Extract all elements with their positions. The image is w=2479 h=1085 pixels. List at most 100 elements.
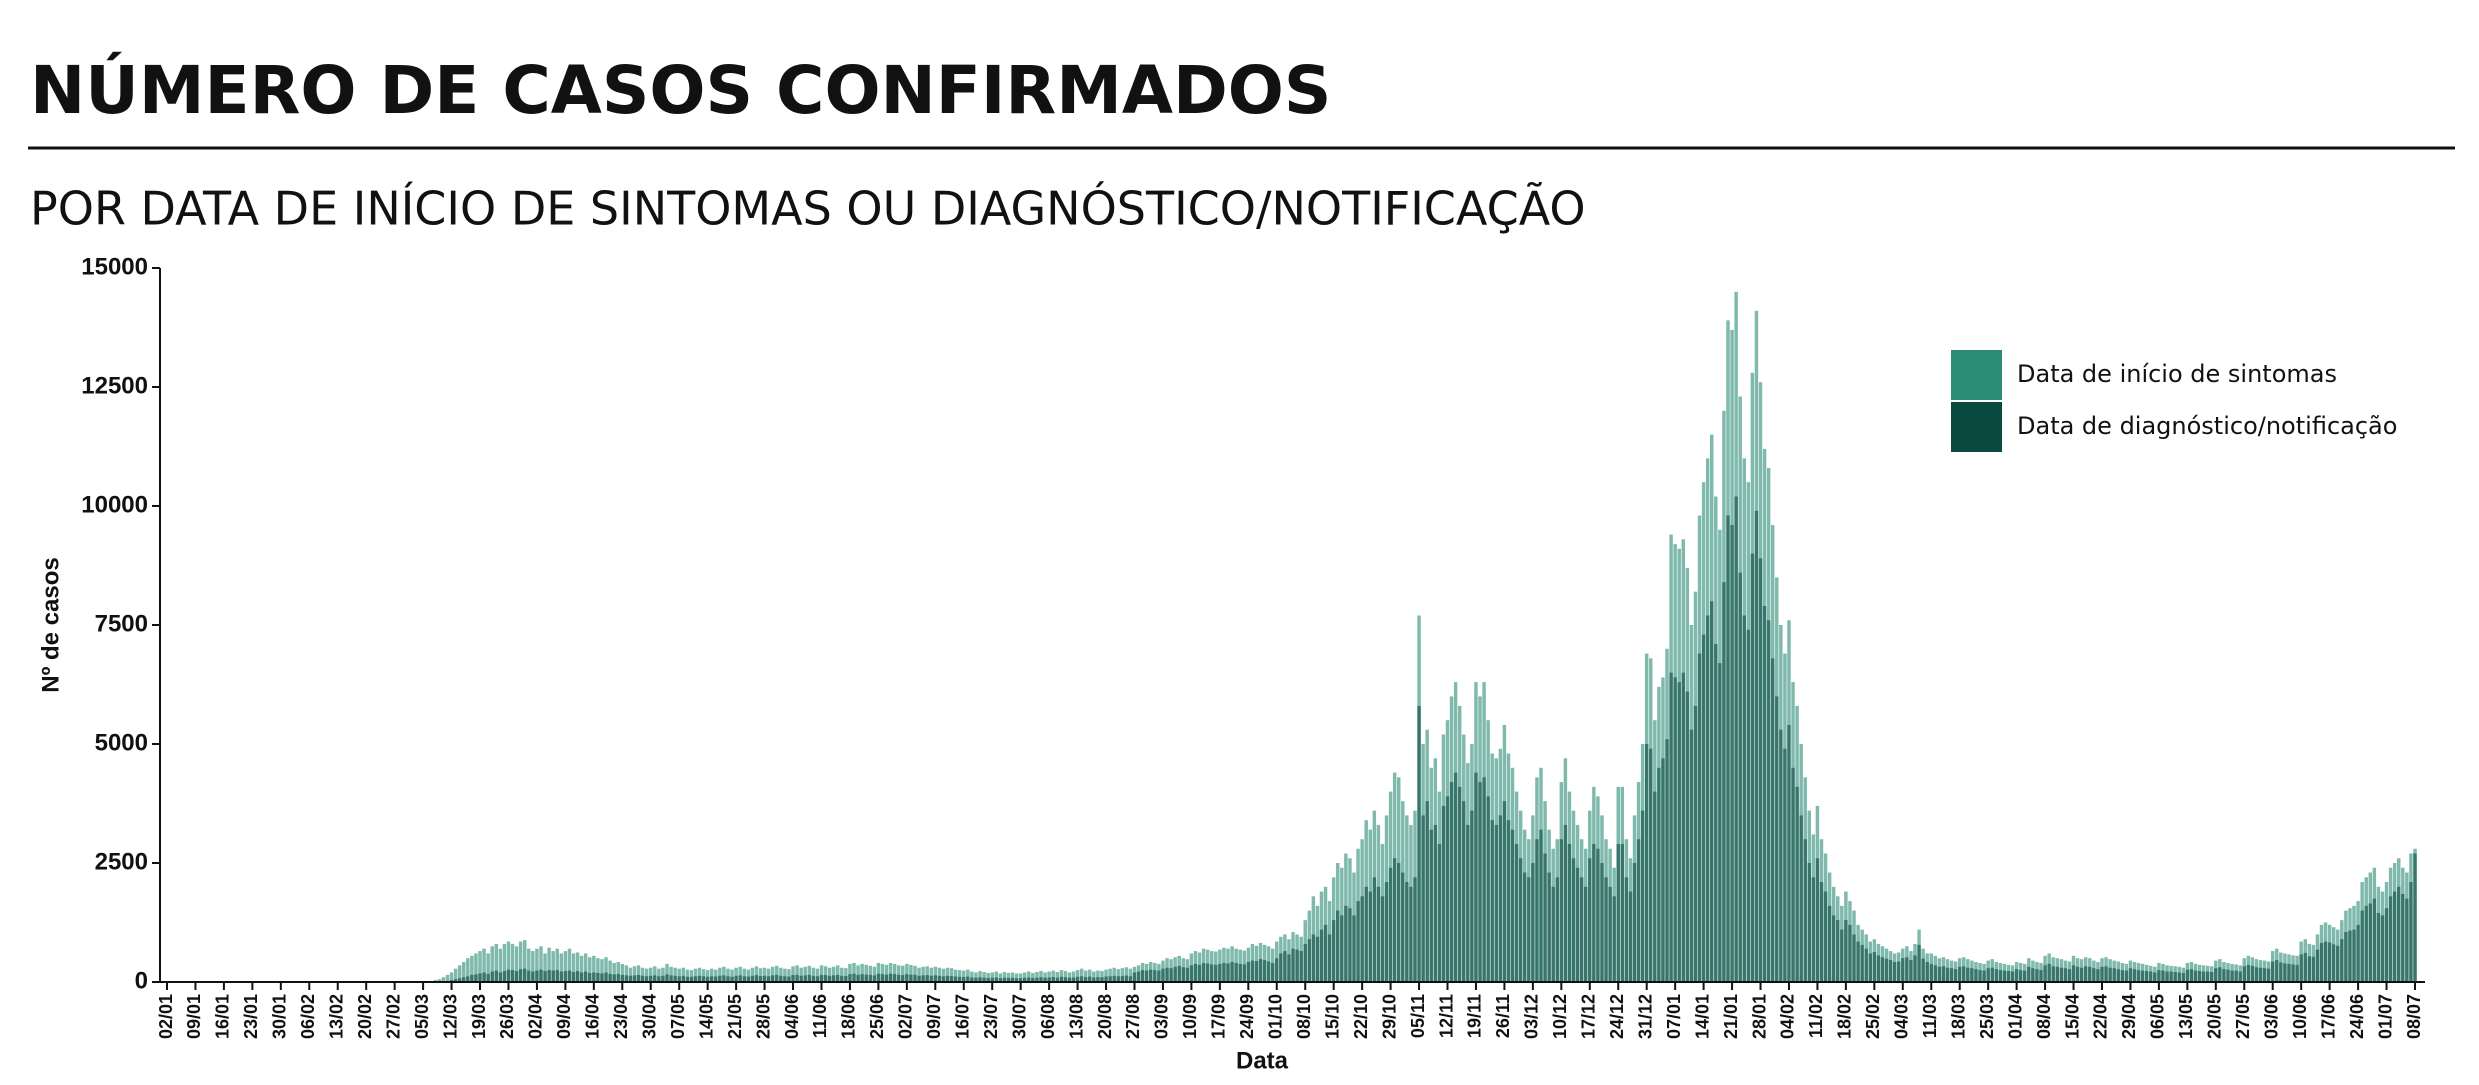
bar [2247,965,2250,982]
x-tick-label: 15/10 [1322,994,1342,1039]
bar [1531,863,1534,982]
bar [2214,968,2217,982]
bar [612,974,615,982]
bar [848,974,851,982]
bar [490,972,493,982]
bar [1173,967,1176,982]
bar [1401,873,1404,982]
bar [2173,972,2176,982]
x-tick-label: 20/08 [1095,994,1115,1039]
bar [2161,971,2164,982]
bar [1393,858,1396,982]
bar [576,971,579,982]
bar [1230,962,1233,982]
bar [470,975,473,982]
bar [2047,964,2050,982]
bar [2324,942,2327,982]
bar [2234,971,2237,982]
bar [2340,939,2343,982]
bar [1381,896,1384,982]
bar [1304,944,1307,982]
bar [564,971,567,982]
bar [2186,970,2189,982]
bar [2190,969,2193,982]
bar [1808,863,1811,982]
bar [2295,965,2298,982]
bar [1417,706,1420,982]
bar [2051,966,2054,982]
bar [2202,972,2205,982]
bar [1747,630,1750,982]
x-tick-label: 05/11 [1408,994,1428,1038]
bar [1694,706,1697,982]
bar [531,972,534,982]
bar [2364,906,2367,982]
bar [1434,825,1437,982]
bar [2413,853,2416,982]
bar [2149,972,2152,982]
bar [1852,934,1855,982]
bar [446,975,449,982]
bar [1950,968,1953,982]
bar [2104,966,2107,982]
bar [2263,968,2266,982]
bar [795,975,798,982]
bar [2121,970,2124,982]
bar [539,970,542,982]
bar [1877,955,1880,982]
x-tick-label: 29/04 [2119,994,2139,1039]
y-tick-label: 5000 [95,729,148,756]
bar [1263,960,1266,982]
bar [2145,971,2148,982]
bar [925,975,928,982]
bar [1519,858,1522,982]
bar [1738,573,1741,982]
x-tick-label: 28/01 [1749,994,1769,1039]
x-tick-label: 03/12 [1522,994,1542,1039]
y-tick-label: 10000 [81,491,148,518]
bar [1999,970,2002,982]
bar [1677,682,1680,982]
bar [1804,839,1807,982]
bar [580,972,583,982]
bar [2279,962,2282,982]
bar [1864,949,1867,982]
bar [1787,725,1790,982]
bar [1925,962,1928,982]
bar [2206,972,2209,982]
bar [2308,956,2311,982]
x-tick-label: 28/05 [753,994,773,1039]
bar [588,973,591,982]
bar [1238,964,1241,982]
x-tick-label: 14/01 [1692,994,1712,1039]
bar [1763,606,1766,982]
x-tick-label: 08/04 [2034,994,2054,1039]
bar [1905,957,1908,982]
bar [1157,971,1160,982]
bar [1799,815,1802,982]
x-tick-label: 26/11 [1493,994,1513,1038]
bar [2210,972,2213,982]
bar [1486,796,1489,982]
x-tick-label: 30/01 [270,994,290,1039]
bar [1503,801,1506,982]
bar [1462,801,1465,982]
bar [1458,787,1461,982]
x-tick-label: 25/03 [1977,994,1997,1039]
bar [1828,906,1831,982]
bar [560,972,563,982]
bar [2129,968,2132,982]
bar [1641,811,1644,982]
bar [1690,730,1693,982]
x-tick-label: 16/04 [583,994,603,1039]
bar [2299,954,2302,982]
bar [1413,877,1416,982]
bar [1478,782,1481,982]
x-tick-label: 15/04 [2062,994,2082,1039]
x-tick-label: 21/01 [1721,994,1741,1039]
bar [1596,849,1599,982]
x-tick-label: 23/07 [981,994,1001,1039]
bar [1568,844,1571,982]
bar [1958,967,1961,982]
